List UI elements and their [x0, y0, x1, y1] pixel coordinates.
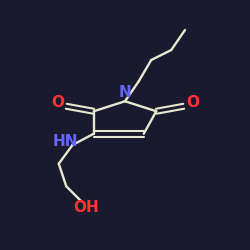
Text: HN: HN — [52, 134, 78, 149]
Text: O: O — [51, 95, 64, 110]
Text: O: O — [186, 95, 199, 110]
Text: N: N — [119, 85, 132, 100]
Text: OH: OH — [74, 200, 99, 215]
